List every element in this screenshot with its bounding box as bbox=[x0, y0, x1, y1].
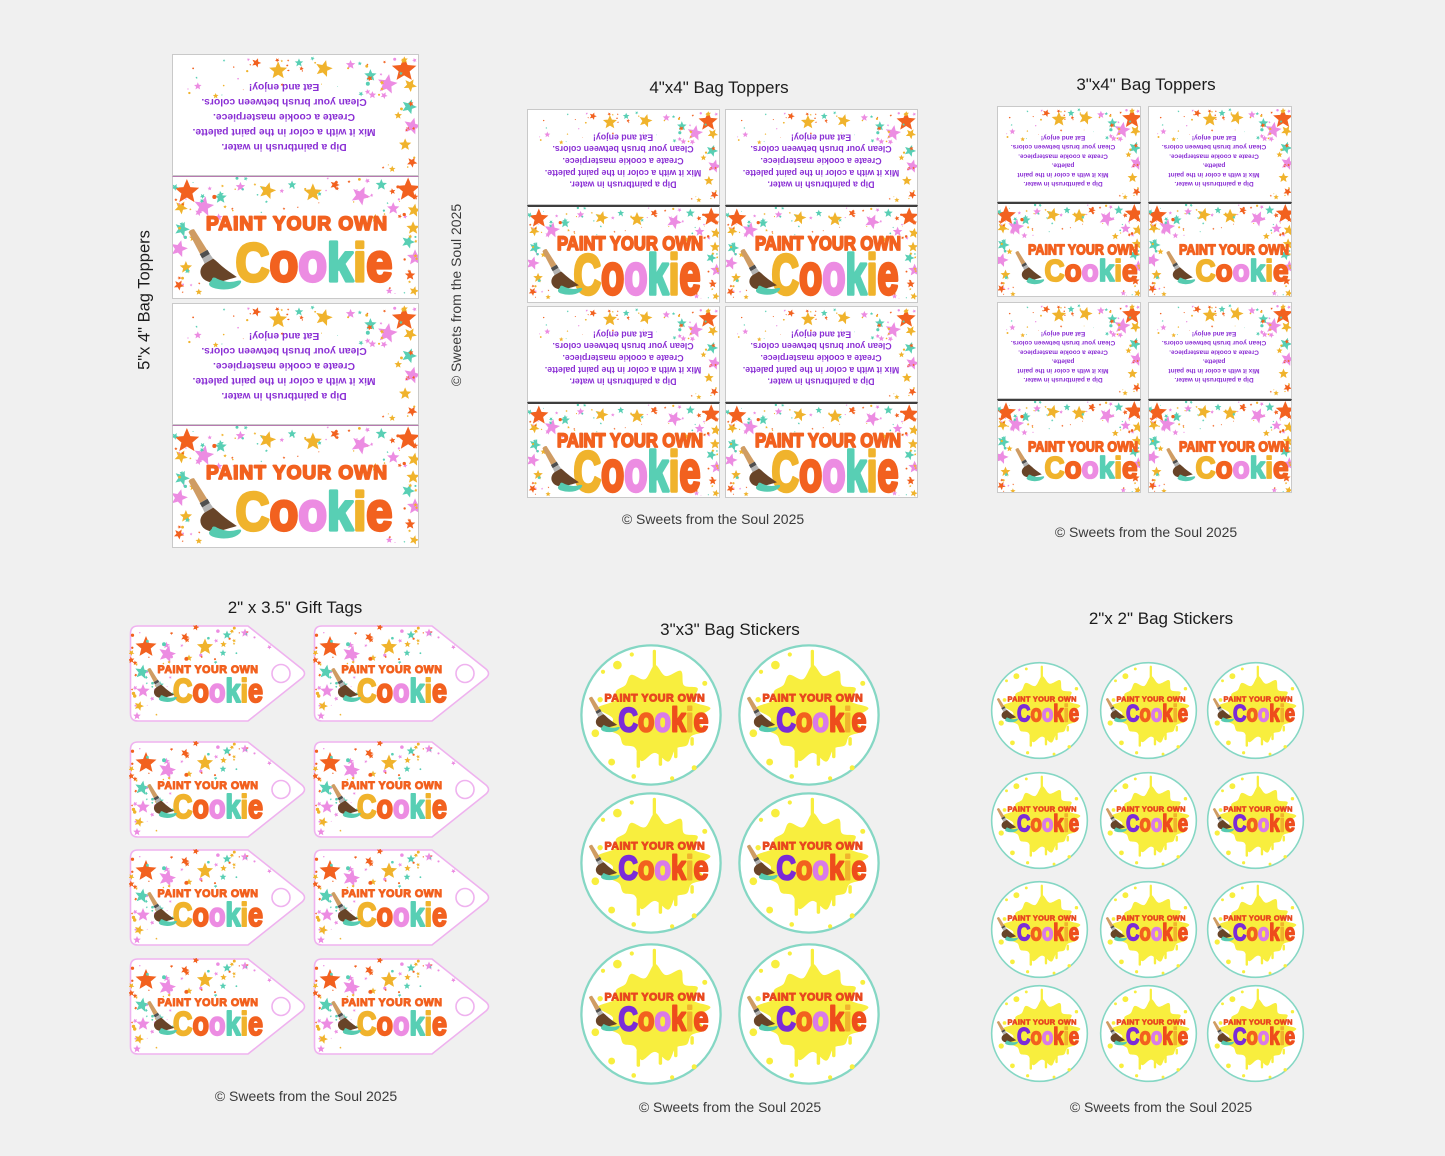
svg-text:Mix it with a color in the pai: Mix it with a color in the paint palette… bbox=[545, 365, 701, 375]
svg-text:Dip a paintbrush in water.: Dip a paintbrush in water. bbox=[1023, 376, 1102, 383]
svg-text:Cookie: Cookie bbox=[357, 1005, 447, 1042]
svg-text:Create a cookie masterpiece.: Create a cookie masterpiece. bbox=[213, 360, 355, 371]
svg-text:PAINT YOUR OWN: PAINT YOUR OWN bbox=[158, 780, 259, 792]
svg-text:Dip a paintbrush in water.: Dip a paintbrush in water. bbox=[569, 180, 676, 190]
svg-text:Dip a paintbrush in water.: Dip a paintbrush in water. bbox=[767, 377, 874, 387]
svg-text:palette.: palette. bbox=[1051, 358, 1074, 365]
svg-text:Clean your brush between color: Clean your brush between colors. bbox=[750, 341, 891, 351]
svg-text:Mix it with a color in the pai: Mix it with a color in the paint bbox=[1017, 367, 1109, 374]
svg-text:Create a cookie masterpiece.: Create a cookie masterpiece. bbox=[1169, 348, 1259, 355]
svg-text:Clean your brush between color: Clean your brush between colors. bbox=[552, 144, 693, 154]
svg-text:PAINT YOUR OWN: PAINT YOUR OWN bbox=[557, 234, 703, 255]
svg-text:Cookie: Cookie bbox=[357, 896, 447, 933]
svg-text:Cookie: Cookie bbox=[1045, 450, 1138, 485]
svg-text:Cookie: Cookie bbox=[1196, 450, 1289, 485]
svg-text:Cookie: Cookie bbox=[236, 482, 393, 542]
svg-text:Eat and enjoy!: Eat and enjoy! bbox=[249, 330, 319, 341]
svg-text:Mix it with a color in the pai: Mix it with a color in the paint palette… bbox=[192, 375, 375, 386]
svg-text:Create a cookie masterpiece.: Create a cookie masterpiece. bbox=[760, 156, 881, 166]
svg-text:Dip a paintbrush in water.: Dip a paintbrush in water. bbox=[1174, 376, 1253, 383]
svg-text:PAINT YOUR OWN: PAINT YOUR OWN bbox=[158, 664, 259, 676]
svg-text:Clean your brush between color: Clean your brush between colors. bbox=[201, 96, 366, 107]
svg-text:PAINT YOUR OWN: PAINT YOUR OWN bbox=[1179, 440, 1289, 456]
svg-text:PAINT YOUR OWN: PAINT YOUR OWN bbox=[342, 997, 443, 1009]
svg-text:Create a cookie masterpiece.: Create a cookie masterpiece. bbox=[562, 156, 683, 166]
svg-text:Mix it with a color in the pai: Mix it with a color in the paint bbox=[1168, 367, 1260, 374]
svg-text:PAINT YOUR OWN: PAINT YOUR OWN bbox=[755, 431, 901, 452]
svg-text:Clean your brush between color: Clean your brush between colors. bbox=[552, 341, 693, 351]
svg-text:PAINT YOUR OWN: PAINT YOUR OWN bbox=[206, 214, 388, 235]
svg-text:Clean your brush between color: Clean your brush between colors. bbox=[1011, 143, 1116, 150]
svg-text:Cookie: Cookie bbox=[173, 1005, 263, 1042]
svg-text:Mix it with a color in the pai: Mix it with a color in the paint bbox=[1017, 171, 1109, 178]
svg-text:Mix it with a color in the pai: Mix it with a color in the paint palette… bbox=[545, 168, 701, 178]
svg-text:palette.: palette. bbox=[1202, 162, 1225, 169]
svg-text:Eat and enjoy!: Eat and enjoy! bbox=[1192, 330, 1236, 337]
svg-text:Create a cookie masterpiece.: Create a cookie masterpiece. bbox=[760, 353, 881, 363]
svg-text:Eat and enjoy!: Eat and enjoy! bbox=[791, 132, 851, 142]
svg-text:PAINT YOUR OWN: PAINT YOUR OWN bbox=[755, 234, 901, 255]
svg-text:Cookie: Cookie bbox=[173, 672, 263, 709]
svg-text:Mix it with a color in the pai: Mix it with a color in the paint palette… bbox=[743, 168, 899, 178]
svg-text:PAINT YOUR OWN: PAINT YOUR OWN bbox=[1028, 243, 1138, 259]
svg-text:Clean your brush between color: Clean your brush between colors. bbox=[1162, 143, 1267, 150]
svg-text:PAINT YOUR OWN: PAINT YOUR OWN bbox=[1179, 243, 1289, 259]
svg-text:Clean your brush between color: Clean your brush between colors. bbox=[750, 144, 891, 154]
svg-text:Cookie: Cookie bbox=[1045, 253, 1138, 288]
svg-text:Cookie: Cookie bbox=[574, 440, 701, 497]
svg-text:Clean your brush between color: Clean your brush between colors. bbox=[201, 345, 366, 356]
svg-text:PAINT YOUR OWN: PAINT YOUR OWN bbox=[557, 431, 703, 452]
svg-text:Eat and enjoy!: Eat and enjoy! bbox=[593, 132, 653, 142]
svg-text:Create a cookie masterpiece.: Create a cookie masterpiece. bbox=[1018, 348, 1108, 355]
svg-text:Dip a paintbrush in water.: Dip a paintbrush in water. bbox=[221, 141, 346, 152]
svg-text:Dip a paintbrush in water.: Dip a paintbrush in water. bbox=[569, 377, 676, 387]
svg-text:Create a cookie masterpiece.: Create a cookie masterpiece. bbox=[562, 353, 683, 363]
svg-text:Cookie: Cookie bbox=[357, 788, 447, 825]
svg-text:Cookie: Cookie bbox=[1196, 253, 1289, 288]
svg-text:Cookie: Cookie bbox=[173, 896, 263, 933]
svg-text:Clean your brush between color: Clean your brush between colors. bbox=[1011, 339, 1116, 346]
svg-text:Mix it with a color in the pai: Mix it with a color in the paint bbox=[1168, 171, 1260, 178]
svg-text:Create a cookie masterpiece.: Create a cookie masterpiece. bbox=[213, 111, 355, 122]
svg-text:Dip a paintbrush in water.: Dip a paintbrush in water. bbox=[1174, 180, 1253, 187]
svg-text:Eat and enjoy!: Eat and enjoy! bbox=[1041, 330, 1085, 337]
svg-text:Eat and enjoy!: Eat and enjoy! bbox=[1192, 134, 1236, 141]
svg-text:Cookie: Cookie bbox=[236, 233, 393, 293]
svg-text:Create a cookie masterpiece.: Create a cookie masterpiece. bbox=[1018, 152, 1108, 159]
svg-text:Cookie: Cookie bbox=[772, 243, 899, 302]
svg-text:Eat and enjoy!: Eat and enjoy! bbox=[593, 329, 653, 339]
svg-text:palette.: palette. bbox=[1202, 358, 1225, 365]
svg-text:PAINT YOUR OWN: PAINT YOUR OWN bbox=[342, 780, 443, 792]
svg-text:Cookie: Cookie bbox=[772, 440, 899, 497]
svg-text:Mix it with a color in the pai: Mix it with a color in the paint palette… bbox=[743, 365, 899, 375]
svg-text:PAINT YOUR OWN: PAINT YOUR OWN bbox=[342, 664, 443, 676]
svg-text:Eat and enjoy!: Eat and enjoy! bbox=[791, 329, 851, 339]
svg-text:PAINT YOUR OWN: PAINT YOUR OWN bbox=[158, 888, 259, 900]
svg-text:Mix it with a color in the pai: Mix it with a color in the paint palette… bbox=[192, 126, 375, 137]
svg-text:Dip a paintbrush in water.: Dip a paintbrush in water. bbox=[221, 390, 346, 401]
svg-text:Cookie: Cookie bbox=[173, 788, 263, 825]
svg-text:Cookie: Cookie bbox=[574, 243, 701, 302]
svg-text:Clean your brush between color: Clean your brush between colors. bbox=[1162, 339, 1267, 346]
svg-text:Cookie: Cookie bbox=[357, 672, 447, 709]
svg-text:Eat and enjoy!: Eat and enjoy! bbox=[249, 81, 319, 92]
svg-text:Dip a paintbrush in water.: Dip a paintbrush in water. bbox=[767, 180, 874, 190]
svg-text:palette.: palette. bbox=[1051, 162, 1074, 169]
svg-text:PAINT YOUR OWN: PAINT YOUR OWN bbox=[342, 888, 443, 900]
svg-text:Eat and enjoy!: Eat and enjoy! bbox=[1041, 134, 1085, 141]
svg-text:PAINT YOUR OWN: PAINT YOUR OWN bbox=[206, 463, 388, 484]
svg-text:Create a cookie masterpiece.: Create a cookie masterpiece. bbox=[1169, 152, 1259, 159]
svg-text:PAINT YOUR OWN: PAINT YOUR OWN bbox=[1028, 440, 1138, 456]
svg-text:Dip a paintbrush in water.: Dip a paintbrush in water. bbox=[1023, 180, 1102, 187]
svg-text:PAINT YOUR OWN: PAINT YOUR OWN bbox=[158, 997, 259, 1009]
